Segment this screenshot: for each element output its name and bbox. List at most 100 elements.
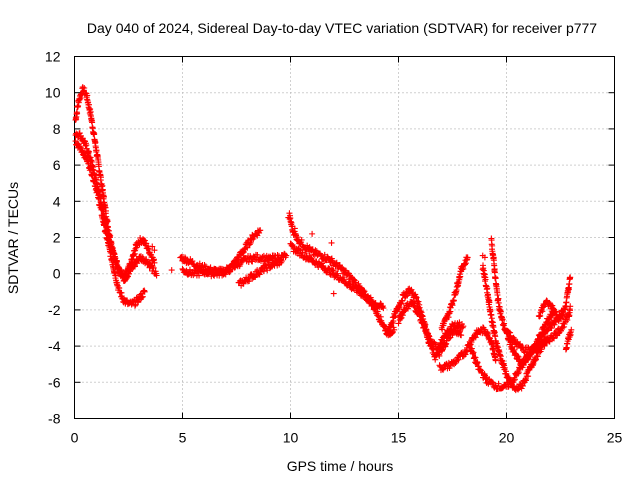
y-axis-label: SDTVAR / TECUs [5,182,21,294]
data-point [511,376,518,383]
data-point [440,339,447,346]
data-point [141,288,148,295]
data-point [329,267,336,274]
data-point [201,262,208,269]
data-point [302,250,309,257]
data-point [517,340,524,347]
data-point [490,379,497,386]
y-tick-label: 0 [53,266,61,282]
data-point [380,305,387,312]
data-point [379,303,386,310]
data-point [139,293,146,300]
data-point [564,317,571,324]
data-point [551,335,558,342]
data-point [395,320,402,327]
data-point [151,247,158,254]
data-point [494,291,501,298]
data-point [543,297,550,304]
data-point [189,258,196,265]
data-point [308,255,315,262]
data-points [72,84,575,394]
y-tick-label: 10 [45,85,61,101]
data-point [91,130,98,137]
data-point [505,383,512,390]
data-point [362,291,369,298]
data-point [260,268,267,275]
data-point [78,91,85,98]
data-point [168,267,175,274]
data-point [432,340,439,347]
data-point [450,297,457,304]
data-point [226,269,233,276]
data-point [74,140,81,147]
data-point [143,256,150,263]
data-point [222,271,229,278]
data-point [254,251,261,258]
data-point [131,263,138,270]
data-point [76,130,83,137]
data-point [240,280,247,287]
data-point [150,264,157,271]
data-point [467,341,474,348]
data-point [443,333,450,340]
data-point [408,286,415,293]
data-point [484,285,491,292]
data-point [486,297,493,304]
data-point [268,263,275,270]
data-point [259,253,266,260]
data-point [499,316,506,323]
data-point [567,274,574,281]
data-point [432,356,439,363]
data-point [361,292,368,299]
data-point [470,349,477,356]
data-point [207,267,214,274]
y-tick-label: 6 [53,157,61,173]
data-point [89,169,96,176]
y-tick-label: -8 [48,411,61,427]
data-point [560,310,567,317]
data-point [354,284,361,291]
y-tick-label: -6 [48,374,61,390]
data-point [333,271,340,278]
data-point [481,254,488,261]
data-point [458,332,465,339]
data-point [281,251,288,258]
data-point [227,268,234,275]
data-point [495,380,502,387]
data-point [257,227,264,234]
y-tick-label: 4 [53,193,61,209]
data-point [283,252,290,259]
data-point [100,193,107,200]
chart-title: Day 040 of 2024, Sidereal Day-to-day VTE… [87,20,597,36]
data-point [415,298,422,305]
data-point [436,352,443,359]
data-point [522,377,529,384]
data-point [115,264,122,271]
data-point [334,270,341,277]
grid-lines [74,56,615,419]
y-tick-label: 2 [53,230,61,246]
data-point [288,242,295,249]
data-point [312,247,319,254]
data-point [568,326,575,333]
data-point [520,362,527,369]
x-tick-label: 5 [179,430,187,446]
data-point [309,246,316,253]
data-point [455,356,462,363]
data-point [97,174,104,181]
data-point [343,267,350,274]
data-point [244,244,251,251]
data-point [544,334,551,341]
data-point [83,153,90,160]
data-point [221,270,228,277]
data-point [391,326,398,333]
data-point [501,320,508,327]
x-tick-label: 0 [71,430,79,446]
data-point [548,325,555,332]
data-point [179,265,186,272]
data-point [351,283,358,290]
data-point [196,272,203,279]
data-point [419,318,426,325]
y-tick-label: -4 [48,338,61,354]
data-point [330,290,337,297]
